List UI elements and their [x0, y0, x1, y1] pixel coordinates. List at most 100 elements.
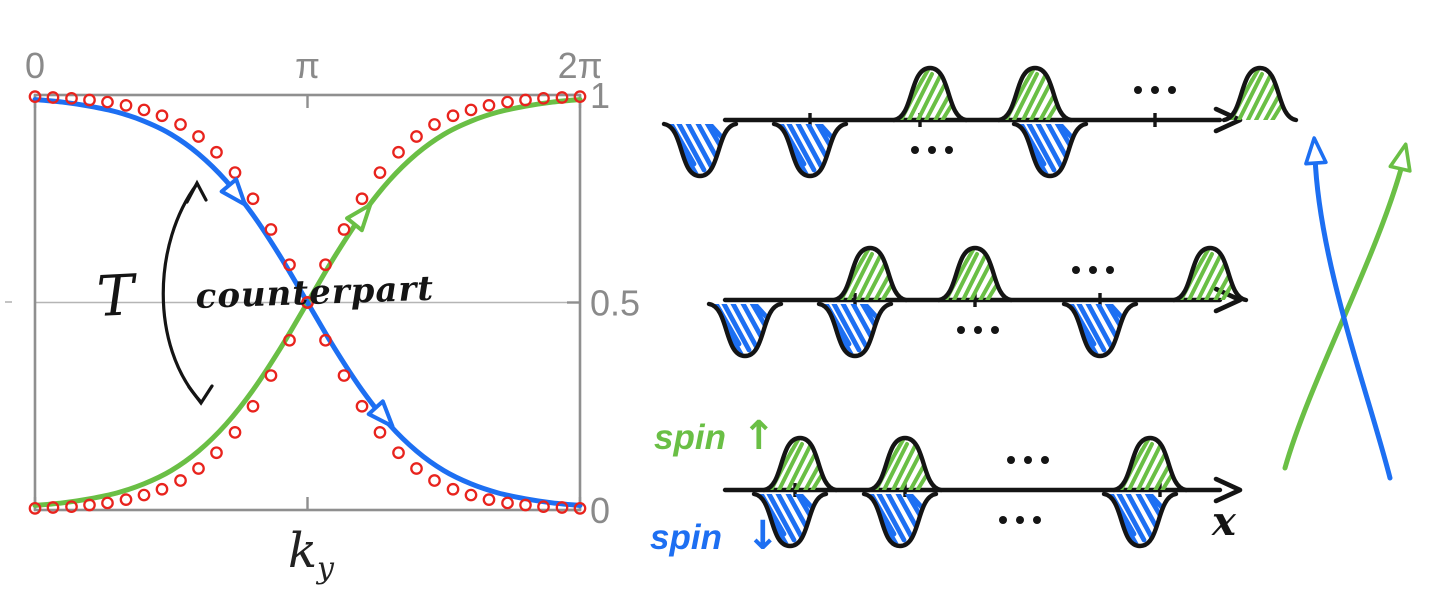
- data-point: [264, 223, 278, 236]
- ellipsis-dot: [911, 146, 919, 154]
- data-point: [392, 446, 405, 460]
- ellipsis-dot: [1151, 86, 1159, 94]
- ellipsis-dot: [1168, 86, 1176, 94]
- wavepacket-spin-up: [894, 68, 966, 126]
- data-point: [65, 91, 78, 105]
- data-point: [464, 103, 478, 117]
- y-tick-label: 0.5: [590, 283, 640, 324]
- counterpart-arrow-arc: [161, 182, 202, 403]
- data-point: [210, 446, 223, 460]
- data-point: [355, 192, 369, 206]
- data-point: [537, 91, 550, 105]
- x-axis-label-subscript: y: [315, 551, 335, 586]
- chart-curve-layer: [28, 90, 587, 515]
- wavepacket-spin-down: [709, 298, 781, 356]
- ellipsis-dot: [1033, 516, 1041, 524]
- data-point: [119, 99, 133, 112]
- ellipsis-dot: [1007, 456, 1015, 464]
- data-point: [555, 501, 569, 514]
- wavepacket-spin-down: [1014, 118, 1086, 176]
- ellipsis-dot: [1134, 86, 1142, 94]
- ellipsis-dot: [999, 516, 1007, 524]
- data-point: [373, 426, 387, 439]
- band-curve-spin-down: [32, 97, 583, 508]
- data-point: [464, 488, 478, 502]
- data-point: [28, 90, 42, 104]
- data-point: [501, 95, 514, 109]
- x-tick-label: 2π: [558, 45, 603, 86]
- data-point: [337, 223, 351, 236]
- y-tick-label: 1: [590, 75, 610, 116]
- wavepacket-spin-down: [664, 118, 736, 176]
- wavepacket-spin-down: [774, 118, 846, 176]
- axis-arrowhead: [1213, 286, 1243, 314]
- data-point: [137, 488, 151, 502]
- data-point: [319, 333, 332, 347]
- data-point: [83, 93, 96, 107]
- data-point: [283, 258, 296, 272]
- data-point: [65, 500, 78, 514]
- data-point: [319, 258, 332, 272]
- data-point: [174, 118, 187, 131]
- data-point: [392, 145, 405, 159]
- ellipsis-dot: [928, 146, 936, 154]
- curve-direction-arrow: [219, 177, 248, 207]
- data-point: [192, 130, 205, 143]
- data-point: [210, 145, 223, 159]
- curve-direction-arrow: [345, 202, 373, 233]
- data-point: [283, 333, 296, 347]
- x-tick-label: 0: [25, 45, 45, 86]
- data-point: [446, 482, 460, 496]
- wavepacket-spin-down: [1104, 488, 1176, 546]
- x-tick-label: π: [295, 45, 320, 86]
- data-point: [174, 474, 187, 487]
- data-point: [337, 369, 351, 382]
- data-point: [246, 399, 260, 413]
- counterpart-label: counterpart: [195, 269, 435, 317]
- data-point: [192, 462, 205, 475]
- data-point: [519, 93, 532, 107]
- data-point: [246, 192, 260, 206]
- counterpart-arrow: [161, 179, 214, 406]
- data-point: [137, 103, 151, 117]
- data-point: [101, 95, 114, 109]
- data-point: [301, 296, 314, 309]
- data-point: [428, 118, 441, 131]
- data-point: [83, 498, 96, 512]
- data-point: [537, 500, 550, 514]
- wavepacket-spin-up: [834, 248, 906, 306]
- data-point: [228, 426, 242, 439]
- position-axis-label: x: [1211, 498, 1237, 545]
- spin-up-trajectory-arrowhead: [1388, 142, 1412, 173]
- ellipsis-dot: [957, 326, 965, 334]
- data-point: [573, 90, 587, 104]
- ellipsis-dot: [1106, 266, 1114, 274]
- time-reversal-operator-label: T: [95, 263, 139, 330]
- data-point: [46, 91, 60, 104]
- spin-up-arrow-icon: ↑: [742, 413, 776, 459]
- data-point: [155, 109, 169, 123]
- wavepacket-spin-down: [819, 298, 891, 356]
- axis-arrowhead: [1213, 476, 1243, 504]
- chart-label-layer: 0 π 2π1 0.5 0: [25, 45, 640, 531]
- data-point: [46, 501, 60, 514]
- data-point: [228, 166, 242, 179]
- data-point: [119, 493, 133, 506]
- spin-down-arrow-icon: ↓: [746, 513, 780, 559]
- spin-down-trajectory-arrowhead: [1304, 136, 1328, 166]
- data-point: [482, 493, 496, 506]
- data-point: [482, 99, 496, 112]
- data-point: [373, 166, 387, 179]
- wavepacket-spin-up: [999, 68, 1071, 126]
- band-exchange-arrows: [1282, 136, 1412, 481]
- counterpart-arrow-head-top: [185, 179, 208, 204]
- lattice-row: [709, 248, 1246, 356]
- ellipsis-dot: [1016, 516, 1024, 524]
- y-tick-label: 0: [590, 490, 610, 531]
- wavepacket-spin-down: [1064, 298, 1136, 356]
- data-point: [428, 474, 441, 487]
- x-axis-label: k: [288, 523, 317, 579]
- data-point: [446, 109, 460, 123]
- wavepacket-spin-up: [1114, 438, 1186, 496]
